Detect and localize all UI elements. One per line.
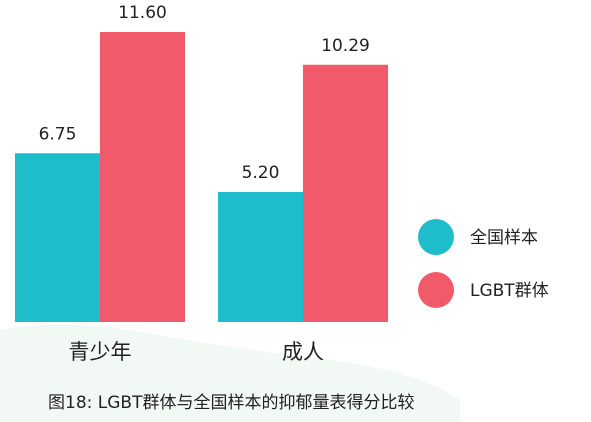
bar-lgbt-0 [100,32,185,322]
legend-label: LGBT群体 [470,281,549,301]
legend-marker-0 [418,219,454,255]
figure-caption: 图18: LGBT群体与全国样本的抑郁量表得分比较 [48,393,415,413]
bars-layer [15,32,388,322]
x-tick-label: 成人 [282,340,324,364]
value-labels-layer: 6.75 11.60 5.20 10.29 [39,3,370,183]
value-label: 6.75 [39,124,77,144]
value-label: 5.20 [242,163,280,183]
x-axis: 青少年 成人 [69,340,325,364]
background-blob [0,324,460,422]
legend-marker-1 [418,272,454,308]
value-label: 11.60 [118,3,167,23]
bar-national-0 [15,153,100,322]
bar-lgbt-1 [303,64,388,322]
legend-label: 全国样本 [470,228,538,248]
value-label: 10.29 [321,36,370,56]
legend: 全国样本 LGBT群体 [418,219,549,308]
bar-national-1 [218,192,303,322]
x-tick-label: 青少年 [69,340,132,364]
